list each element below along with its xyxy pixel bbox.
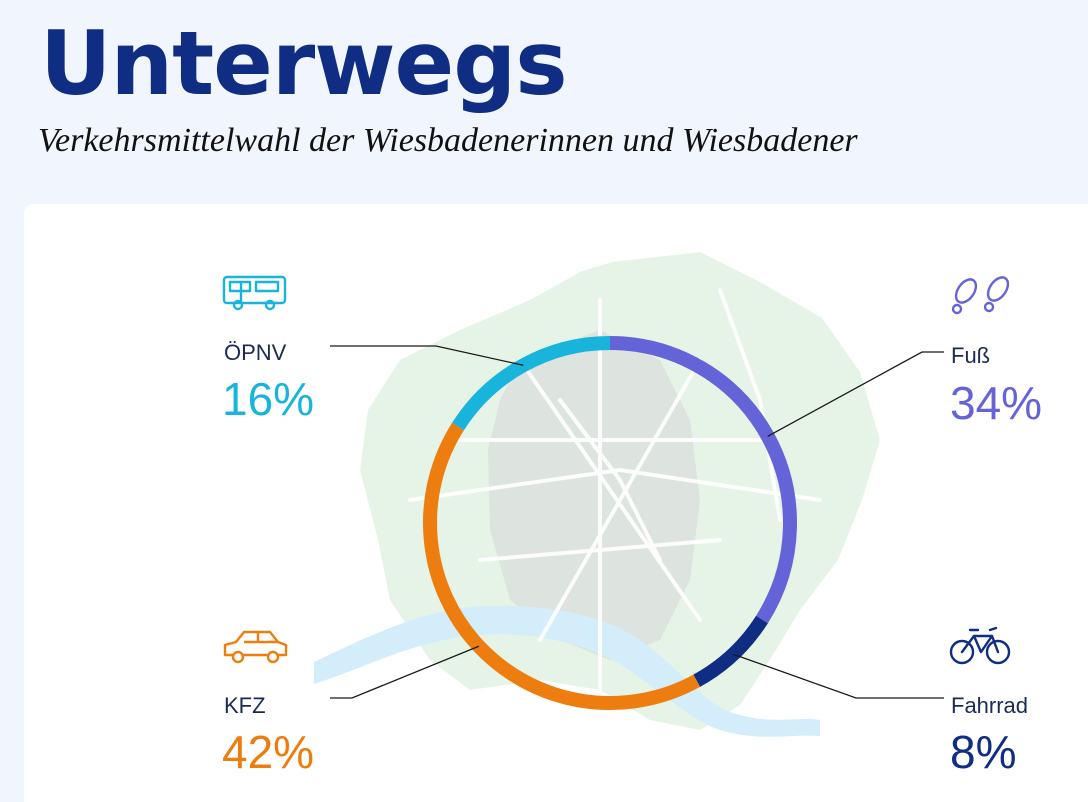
value-fuss: 34% xyxy=(950,377,1043,429)
car-icon xyxy=(223,630,288,664)
label-fahrrad: Fahrrad xyxy=(951,693,1029,718)
leader-fuss xyxy=(767,351,944,437)
segment-fuss xyxy=(609,336,797,624)
city-map-background xyxy=(314,252,880,737)
segment-kfz xyxy=(423,422,701,710)
label-kfz: KFZ xyxy=(224,693,266,718)
leader-lines xyxy=(330,345,944,699)
segment-oepnv xyxy=(452,336,611,431)
value-oepnv: 16% xyxy=(222,373,315,425)
label-oepnv: ÖPNV xyxy=(224,340,287,365)
leader-fahrrad xyxy=(733,653,944,699)
footprints-icon xyxy=(951,276,1010,315)
segment-fahrrad xyxy=(693,615,768,687)
value-fahrrad: 8% xyxy=(950,726,1017,778)
leader-kfz xyxy=(330,645,480,699)
label-fuss: Fuß xyxy=(951,343,991,368)
bicycle-icon xyxy=(949,626,1011,665)
donut-segments xyxy=(423,336,797,710)
leader-oepnv xyxy=(330,345,524,366)
value-kfz: 42% xyxy=(222,726,315,778)
page-title: Unterwegs xyxy=(40,12,568,115)
bus-icon xyxy=(222,275,287,311)
page-subtitle: Verkehrsmittelwahl der Wiesbadenerinnen … xyxy=(38,122,858,159)
